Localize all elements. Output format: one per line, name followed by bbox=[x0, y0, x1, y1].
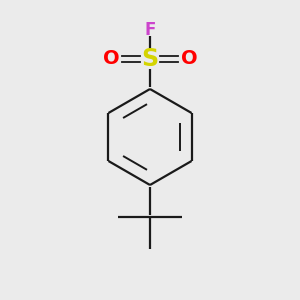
Text: F: F bbox=[144, 21, 156, 39]
Text: O: O bbox=[103, 50, 119, 68]
Text: O: O bbox=[181, 50, 197, 68]
Text: S: S bbox=[141, 47, 159, 71]
